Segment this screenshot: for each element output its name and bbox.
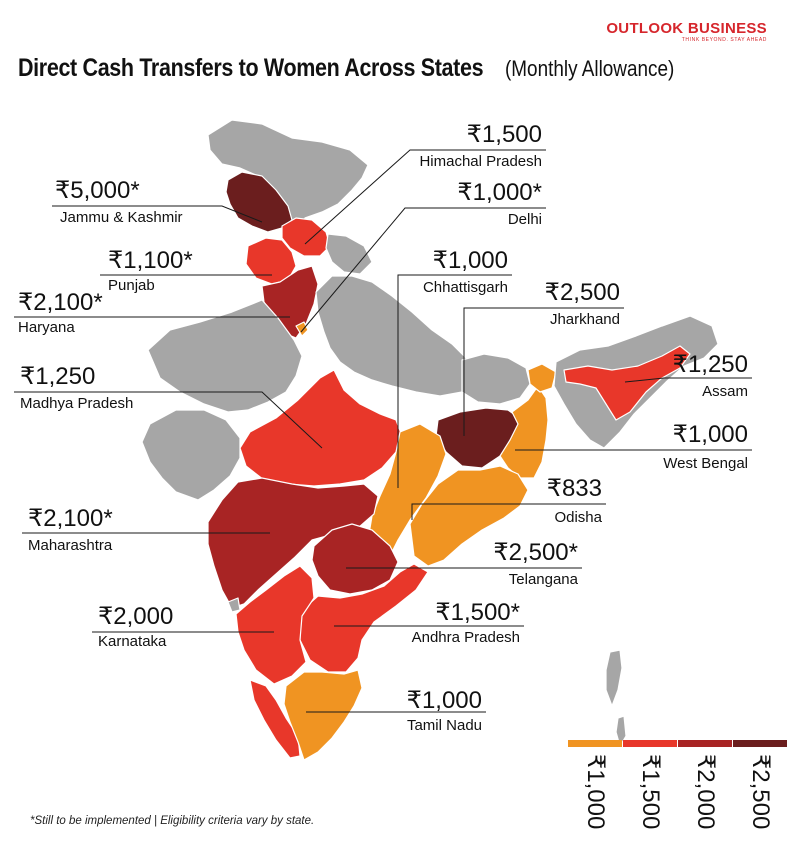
punjab-region <box>245 237 297 285</box>
callout-haryana: ₹2,100* Haryana <box>14 289 290 336</box>
state-amount: ₹2,000 <box>98 603 173 630</box>
leader-line <box>304 149 546 245</box>
callout-west-bengal: ₹1,000 West Bengal <box>515 421 752 472</box>
state-name: Assam <box>702 383 748 400</box>
leader-line <box>52 205 263 223</box>
legend-label: ₹1,500 <box>637 754 664 830</box>
leader-line <box>14 391 323 449</box>
state-name: Delhi <box>508 211 542 228</box>
state-name: Madhya Pradesh <box>20 395 133 412</box>
callout-telangana: ₹2,500* Telangana <box>346 539 582 588</box>
odisha-region <box>409 465 529 567</box>
state-name: Odisha <box>554 509 602 526</box>
callout-himachal-pradesh: ₹1,500 Himachal Pradesh <box>304 121 546 245</box>
state-amount: ₹1,500* <box>435 599 520 626</box>
callout-jharkhand: ₹2,500 Jharkhand <box>463 279 624 436</box>
callout-punjab: ₹1,100* Punjab <box>100 247 272 294</box>
delhi-region <box>295 321 309 337</box>
state-name: Tamil Nadu <box>407 717 482 734</box>
callout-assam: ₹1,250 Assam <box>624 351 752 400</box>
state-amount: ₹2,500 <box>545 279 620 306</box>
state-amount: ₹1,500 <box>467 121 542 148</box>
state-amount: ₹1,250 <box>673 351 748 378</box>
callout-andhra-pradesh: ₹1,500* Andhra Pradesh <box>334 599 524 646</box>
leader-line <box>300 207 546 333</box>
state-name: Andhra Pradesh <box>412 629 520 646</box>
legend-swatch <box>568 740 622 747</box>
state-amount: ₹1,000 <box>433 247 508 274</box>
title-main: Direct Cash Transfers to Women Across St… <box>18 54 484 82</box>
state-name: Maharashtra <box>28 537 113 554</box>
state-name: Jharkhand <box>550 311 620 328</box>
legend-label: ₹1,000 <box>582 754 609 830</box>
callout-delhi: ₹1,000* Delhi <box>300 179 546 333</box>
state-amount: ₹2,500* <box>493 539 578 566</box>
leader-line <box>624 377 752 383</box>
bihar-region <box>461 353 531 405</box>
brand-logo: OUTLOOK BUSINESS THINK BEYOND. STAY AHEA… <box>606 20 767 43</box>
callout-madhya-pradesh: ₹1,250 Madhya Pradesh <box>14 363 323 449</box>
callout-chhattisgarh: ₹1,000 Chhattisgarh <box>397 247 512 488</box>
legend-swatch <box>733 740 787 747</box>
gujarat-region <box>141 409 241 501</box>
state-name: Haryana <box>18 319 75 336</box>
state-amount: ₹833 <box>547 475 602 502</box>
brand-name: OUTLOOK BUSINESS <box>606 20 767 37</box>
callout-maharashtra: ₹2,100* Maharashtra <box>22 505 270 554</box>
leader-line <box>397 274 512 488</box>
footnote: *Still to be implemented | Eligibility c… <box>30 815 315 827</box>
uttarakhand-region <box>325 233 373 275</box>
brand-tagline: THINK BEYOND. STAY AHEAD <box>681 37 767 43</box>
state-name: West Bengal <box>663 455 748 472</box>
north-bengal-region <box>527 363 557 393</box>
andhra-pradesh-region <box>299 563 429 673</box>
andaman-islands <box>605 649 627 747</box>
callout-odisha: ₹833 Odisha <box>411 475 606 526</box>
state-name: Telangana <box>509 571 579 588</box>
callout-karnataka: ₹2,000 Karnataka <box>92 603 274 650</box>
legend-label: ₹2,000 <box>692 754 719 830</box>
karnataka-region <box>235 565 315 685</box>
state-amount: ₹5,000* <box>55 177 140 204</box>
callout-tamil-nadu: ₹1,000 Tamil Nadu <box>306 687 486 734</box>
page-title: Direct Cash Transfers to Women Across St… <box>18 54 702 83</box>
goa-region <box>227 597 241 613</box>
legend-swatch <box>678 740 732 747</box>
legend-label: ₹2,500 <box>747 754 774 830</box>
rajasthan-region <box>147 299 303 413</box>
state-amount: ₹1,000 <box>407 687 482 714</box>
state-amount: ₹1,250 <box>20 363 95 390</box>
callout-jammu-kashmir: ₹5,000* Jammu & Kashmir <box>52 177 263 226</box>
tamil-nadu-region <box>283 669 363 761</box>
leader-line <box>463 307 624 436</box>
state-amount: ₹2,100* <box>28 505 113 532</box>
title-subtitle: (Monthly Allowance) <box>504 56 675 81</box>
state-amount: ₹2,100* <box>18 289 103 316</box>
state-name: Punjab <box>108 277 155 294</box>
state-name: Karnataka <box>98 633 167 650</box>
chhattisgarh-region <box>367 423 447 561</box>
leader-line <box>411 503 606 520</box>
state-amount: ₹1,100* <box>108 247 193 274</box>
legend-swatch <box>623 740 677 747</box>
state-amount: ₹1,000 <box>673 421 748 448</box>
state-amount: ₹1,000* <box>457 179 542 206</box>
state-name: Himachal Pradesh <box>419 153 542 170</box>
kerala-region <box>249 679 301 759</box>
state-name: Chhattisgarh <box>423 279 508 296</box>
ladakh-region <box>207 119 369 231</box>
himachal-pradesh-region <box>281 217 331 257</box>
state-name: Jammu & Kashmir <box>60 209 183 226</box>
